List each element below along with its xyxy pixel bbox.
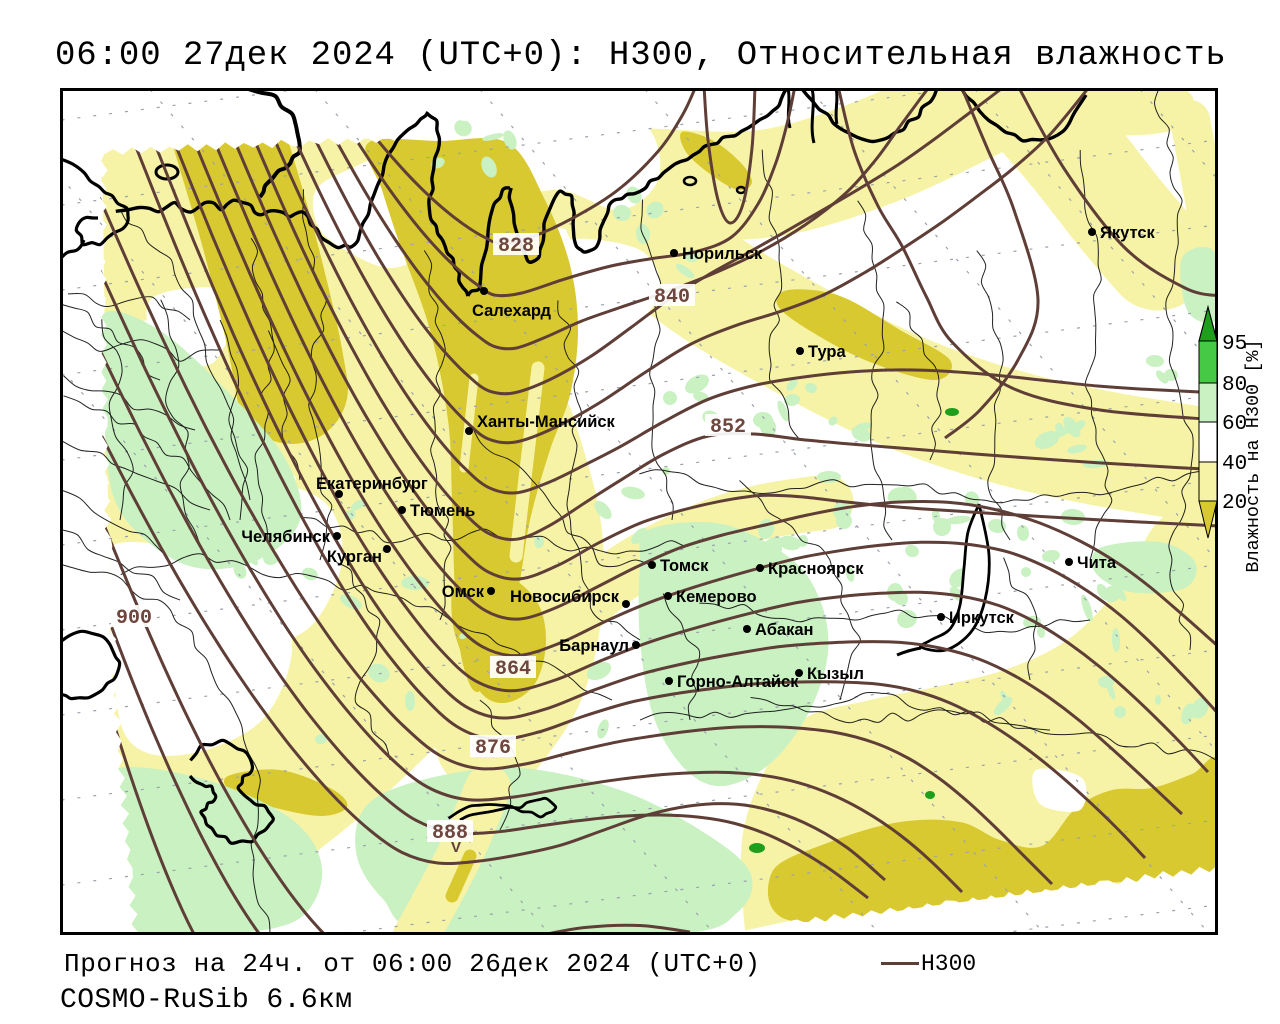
svg-text:864: 864 <box>495 658 531 681</box>
svg-text:Челябинск: Челябинск <box>241 528 330 546</box>
svg-text:Тюмень: Тюмень <box>410 502 475 520</box>
svg-text:888: 888 <box>432 822 468 845</box>
svg-text:840: 840 <box>654 286 690 309</box>
svg-text:876: 876 <box>475 737 511 760</box>
svg-text:Иркутск: Иркутск <box>949 609 1015 627</box>
svg-text:80: 80 <box>1222 374 1247 397</box>
svg-text:Влажность на H300 [%]: Влажность на H300 [%] <box>1243 339 1264 572</box>
svg-text:V: V <box>451 839 461 856</box>
svg-text:Якутск: Якутск <box>1100 224 1156 242</box>
svg-text:60: 60 <box>1222 413 1247 436</box>
svg-text:Екатеринбург: Екатеринбург <box>316 475 428 493</box>
svg-text:828: 828 <box>498 235 534 258</box>
svg-text:Салехард: Салехард <box>472 302 552 320</box>
svg-text:Кызыл: Кызыл <box>807 665 864 683</box>
svg-text:Тура: Тура <box>808 343 846 361</box>
svg-text:Горно-Алтайск: Горно-Алтайск <box>677 673 799 691</box>
svg-text:Ханты-Мансийск: Ханты-Мансийск <box>477 413 616 431</box>
svg-text:852: 852 <box>710 416 746 439</box>
svg-text:40: 40 <box>1222 453 1247 476</box>
svg-text:95: 95 <box>1222 333 1247 356</box>
svg-text:Норильск: Норильск <box>682 245 763 263</box>
svg-text:Красноярск: Красноярск <box>768 560 864 578</box>
svg-text:Кемерово: Кемерово <box>676 588 757 606</box>
svg-text:900: 900 <box>116 607 152 630</box>
svg-text:Омск: Омск <box>442 583 485 601</box>
svg-text:Курган: Курган <box>327 548 382 566</box>
svg-text:Новосибирск: Новосибирск <box>510 588 620 606</box>
svg-text:Томск: Томск <box>660 557 709 575</box>
svg-text:20: 20 <box>1222 492 1247 515</box>
svg-text:Абакан: Абакан <box>755 621 813 639</box>
svg-text:Чита: Чита <box>1077 554 1117 572</box>
svg-text:Барнаул: Барнаул <box>559 637 629 655</box>
